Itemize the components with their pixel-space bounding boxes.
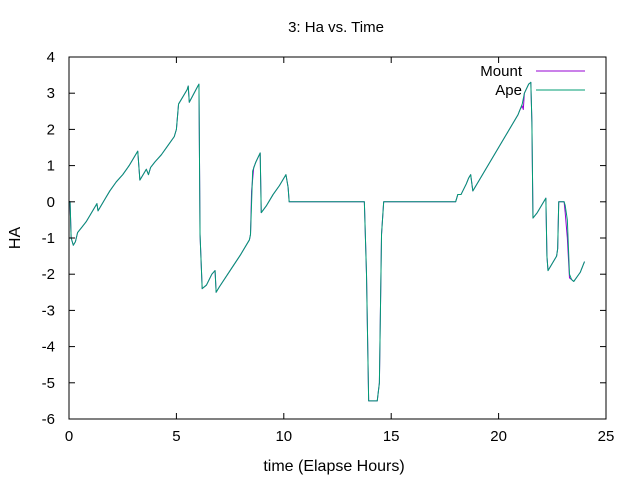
y-tick-label: -3: [42, 302, 55, 319]
y-tick-label: -1: [42, 230, 55, 247]
y-tick-label: 3: [47, 85, 55, 102]
y-tick-label: 0: [47, 194, 55, 211]
x-tick-label: 20: [490, 428, 507, 445]
y-tick-label: 2: [47, 121, 55, 138]
x-axis-label: time (Elapse Hours): [263, 458, 404, 475]
x-tick-label: 5: [172, 428, 180, 445]
y-tick-label: -6: [42, 411, 55, 428]
y-tick-label: -5: [42, 375, 55, 392]
x-tick-label: 15: [383, 428, 400, 445]
chart-title: 3: Ha vs. Time: [288, 19, 384, 36]
legend-label-mount: Mount: [480, 63, 523, 80]
x-tick-label: 25: [598, 428, 615, 445]
y-tick-label: 4: [47, 49, 55, 66]
legend-label-ape: Ape: [495, 82, 522, 99]
legend: Mount Ape: [480, 63, 585, 99]
y-tick-label: -2: [42, 266, 55, 283]
y-tick-label: 1: [47, 158, 55, 175]
x-tick-label: 10: [275, 428, 292, 445]
series-line-ape: [69, 81, 585, 402]
series-layer: [69, 81, 585, 402]
y-tick-label: -4: [42, 339, 55, 356]
y-axis-label: HA: [7, 227, 24, 250]
axis-ticks: 0 5 10 15 20 25 -6 -5 -4 -3 -2 -1 0 1 2 3 4: [42, 49, 615, 445]
x-tick-label: 0: [65, 428, 73, 445]
